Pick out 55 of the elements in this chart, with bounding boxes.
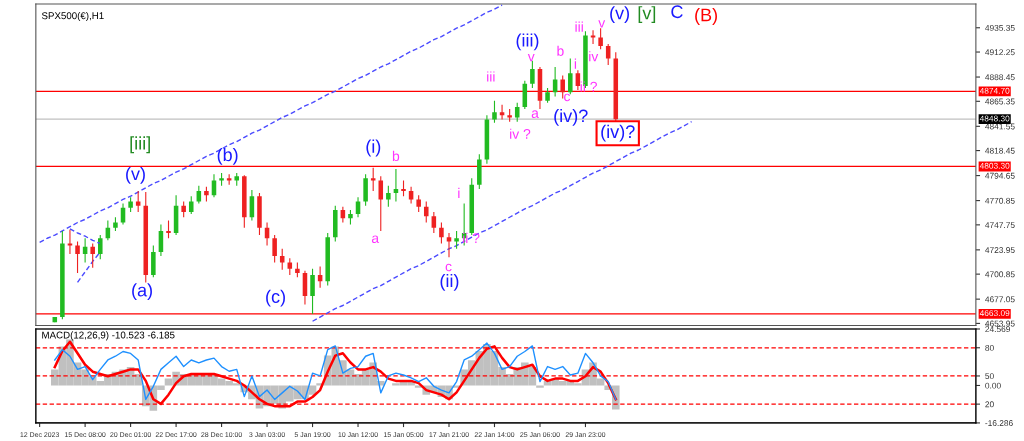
annotation: (c) <box>266 289 285 307</box>
y-tick-label: -16.286 <box>985 420 1013 427</box>
annotation: (iv)? <box>554 109 588 126</box>
y2-tick-label: 80 <box>985 344 994 351</box>
annotation: v <box>598 20 606 28</box>
annotation: [iii] <box>130 136 150 154</box>
annotation: (i) <box>366 139 381 157</box>
y2-tick-label: 50 <box>985 373 994 380</box>
annotation: b <box>557 45 564 56</box>
y-tick-label: 4747.75 <box>985 222 1015 228</box>
annotation: c <box>445 263 452 272</box>
annotation: i <box>458 187 460 198</box>
annotation: ii ? <box>580 81 597 92</box>
y-tick-label: 4818.45 <box>985 147 1015 154</box>
annotation: (ii) <box>440 273 459 291</box>
annotation: (v) <box>126 166 145 184</box>
y-tick-label: 4723.95 <box>985 247 1015 253</box>
y-tick-label: 4700.85 <box>985 271 1015 278</box>
y-tick-label: 4653.95 <box>985 320 1015 327</box>
annotation: [v] <box>638 6 656 23</box>
y2-tick-label: 20 <box>985 401 994 408</box>
y-tick-label: 24.569 <box>985 326 1010 333</box>
y-tick-label: 4677.05 <box>985 296 1015 303</box>
annotation: a <box>531 110 539 118</box>
y-tick-label: 4841.55 <box>985 123 1015 130</box>
annotation: (iv)? <box>601 124 635 142</box>
ref-line-label: 4874.70 <box>979 87 1010 94</box>
y-tick-label: 4865.35 <box>985 98 1015 105</box>
chart-title: MACD(12,26,9) -10.523 -6.185 <box>42 331 175 341</box>
annotation: (iii) <box>516 33 539 51</box>
annotation: (a) <box>132 283 152 301</box>
annotation: v <box>527 53 535 62</box>
y-tick-label: 4770.85 <box>985 197 1015 204</box>
annotation: c <box>564 93 571 102</box>
annotation: iii <box>487 71 495 82</box>
annotation: (v) <box>610 6 630 23</box>
annotation: C <box>671 5 683 19</box>
y-tick-label: 4888.45 <box>985 74 1015 81</box>
ref-line-label: 4663.09 <box>979 310 1010 317</box>
y-tick-label: 4935.35 <box>985 24 1015 31</box>
annotation: b <box>392 150 400 162</box>
annotation: iv ? <box>510 128 531 139</box>
annotation: a <box>371 235 380 244</box>
annotation: ii ? <box>463 232 480 243</box>
ref-line-label: 4848.30 <box>979 115 1010 122</box>
y-tick-label: 4794.65 <box>985 172 1015 179</box>
annotation: iv <box>589 51 599 62</box>
y-tick-label: 0.00 <box>985 382 1001 389</box>
y-tick-label: 4912.25 <box>985 49 1015 56</box>
text: SPX500(€),H1 <box>41 12 104 22</box>
annotation: i <box>574 58 577 69</box>
annotation: iii <box>575 21 583 32</box>
ref-line-label: 4803.30 <box>979 162 1010 169</box>
annotation: (b) <box>217 147 238 165</box>
annotation: (B) <box>695 8 717 25</box>
